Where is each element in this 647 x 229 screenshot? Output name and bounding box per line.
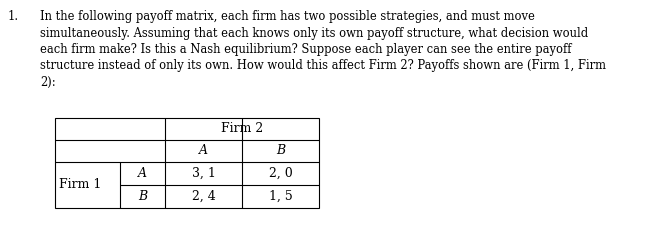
- Text: Firm 1: Firm 1: [59, 178, 102, 191]
- Text: Firm 2: Firm 2: [221, 123, 263, 136]
- Text: 1.: 1.: [8, 10, 19, 23]
- Text: 2, 0: 2, 0: [269, 167, 292, 180]
- Text: A: A: [138, 167, 147, 180]
- Text: 3, 1: 3, 1: [192, 167, 215, 180]
- Text: B: B: [138, 190, 147, 203]
- Text: simultaneously. Assuming that each knows only its own payoff structure, what dec: simultaneously. Assuming that each knows…: [40, 27, 588, 39]
- Text: each firm make? Is this a Nash equilibrium? Suppose each player can see the enti: each firm make? Is this a Nash equilibri…: [40, 43, 571, 56]
- Text: In the following payoff matrix, each firm has two possible strategies, and must : In the following payoff matrix, each fir…: [40, 10, 535, 23]
- Bar: [55, 118, 319, 208]
- Text: B: B: [276, 144, 285, 158]
- Text: structure instead of only its own. How would this affect Firm 2? Payoffs shown a: structure instead of only its own. How w…: [40, 60, 606, 73]
- Text: 2):: 2):: [40, 76, 56, 89]
- Text: A: A: [199, 144, 208, 158]
- Text: 2, 4: 2, 4: [192, 190, 215, 203]
- Text: 1, 5: 1, 5: [269, 190, 292, 203]
